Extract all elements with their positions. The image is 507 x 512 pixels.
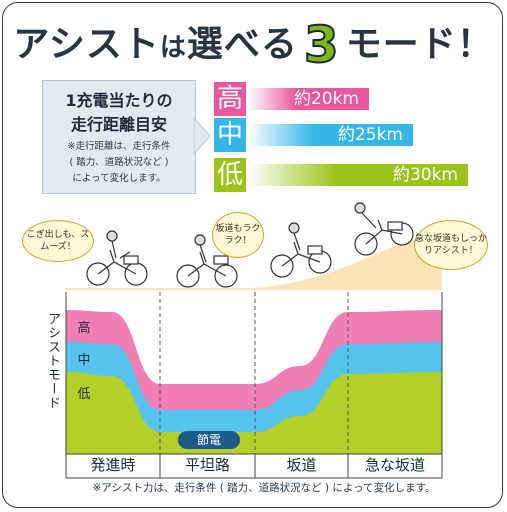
title-part-choose: 選べる [186,23,298,65]
range-info-heading-line2: 走行距離目安 [70,115,167,134]
pointer-arrow-icon [194,118,211,154]
title-part-assist: アシスト [13,23,160,65]
level-label-low: 低 [77,387,91,402]
road-slope [66,234,442,290]
range-info-heading: 1充電当たりの 走行距離目安 [43,89,195,137]
title-number-three: 3 [303,15,340,74]
range-mode-label: 高 [214,82,246,116]
cyclist-4-icon [354,202,414,256]
range-mode-label: 低 [214,158,246,192]
axis-label-assist-mode: アシストモード [45,312,60,410]
category-start: 発進時 [90,456,136,474]
title: アシストは選べる 3 モード！ [10,14,497,74]
title-text: アシストは選べる 3 モード！ [13,15,494,74]
range-distance-bar: 約20km [248,88,369,110]
category-flat: 平坦路 [184,456,230,474]
level-label-high: 高 [77,321,91,336]
range-info-note-line3: によって変化します。 [72,173,166,184]
range-distance-bar: 約30km [248,164,468,186]
cyclist-2-icon [176,234,238,288]
range-info-note: ※走行距離は、走行条件 ( 踏力、道路状況など ) によって変化します。 [43,139,195,187]
category-slope: 坂道 [286,456,317,474]
eco-mode-badge: 節電 [178,431,240,449]
footnote: ※アシスト力は、走行条件 ( 踏力、道路状況など ) によって変化します。 [92,482,436,494]
range-info-note-line1: ※走行距離は、走行条件 [67,141,171,152]
level-label-mid: 中 [77,353,91,368]
title-part-mode: モード！ [345,23,494,65]
chart-layers [66,310,442,454]
range-info-heading-line1: 1充電当たりの [65,91,173,110]
range-mode-label: 中 [214,118,246,152]
bubble-steep: 急な坂道もしっかりアシスト！ [414,220,488,270]
bubble-start: こぎ出しも、スムーズ！ [22,220,94,262]
bubble-flat: 坂道もラクラク！ [212,212,264,258]
title-part-wa: は [159,32,187,63]
range-info-note-line2: ( 踏力、道路状況など ) [69,157,169,168]
category-steep-slope: 急な坂道 [364,456,425,474]
range-distance-bar: 約25km [248,124,413,146]
cyclist-1-icon [86,230,148,286]
cyclist-3-icon [270,222,332,278]
